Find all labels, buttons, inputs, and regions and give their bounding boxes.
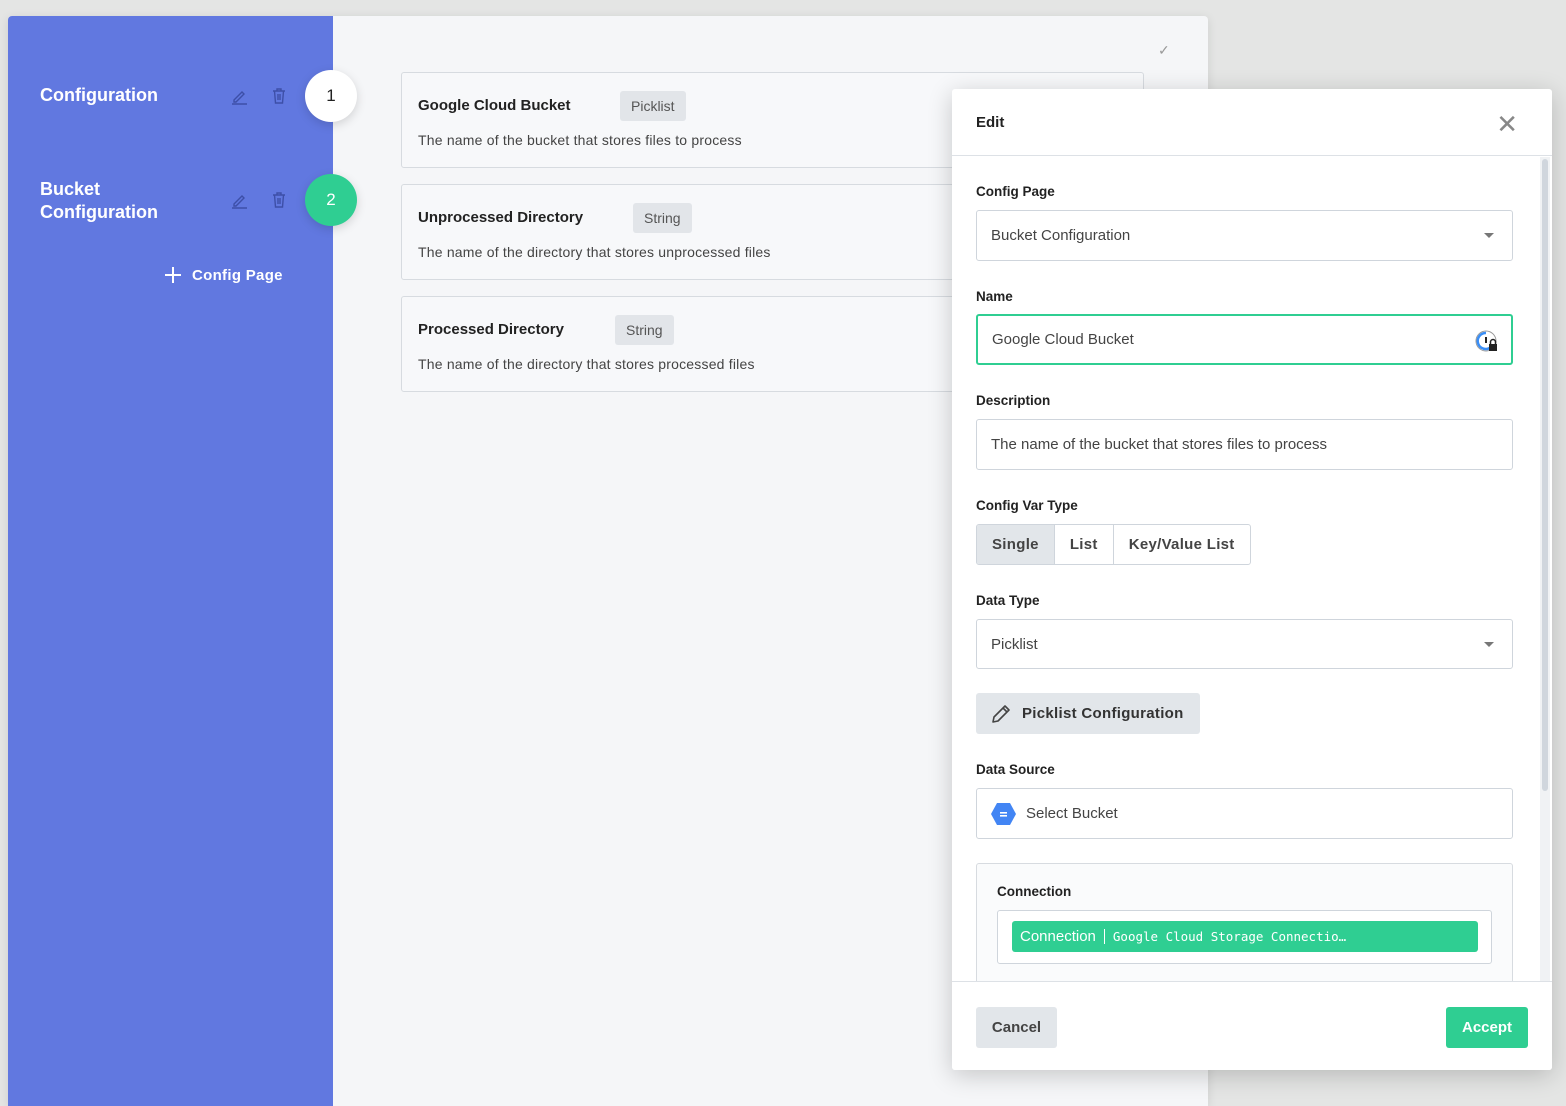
picklist-configuration-button[interactable]: Picklist Configuration [976,693,1200,734]
card-description: The name of the directory that stores pr… [418,356,755,372]
plus-icon [165,267,181,283]
connection-section: Connection Connection Google Cloud Storag… [976,863,1513,1003]
pencil-icon [992,704,1010,723]
name-value: Google Cloud Bucket [992,331,1134,348]
card-description: The name of the directory that stores un… [418,244,771,260]
card-description: The name of the bucket that stores files… [418,132,742,148]
data-type-select[interactable]: Picklist [976,619,1513,669]
name-input[interactable]: Google Cloud Bucket [976,314,1513,365]
picklist-configuration-label: Picklist Configuration [1022,705,1184,722]
cancel-button[interactable]: Cancel [976,1007,1057,1048]
add-config-page-button[interactable]: Config Page [164,266,283,284]
connection-chip-value: Google Cloud Storage Connectio… [1103,929,1346,944]
connection-chip[interactable]: Connection Google Cloud Storage Connectio… [1012,921,1478,952]
config-page-label: Config Page [976,184,1055,199]
var-type-key-value-list[interactable]: Key/Value List [1112,525,1250,564]
check-icon[interactable]: ✓ [1158,42,1170,58]
add-config-page-label: Config Page [192,266,283,284]
name-label: Name [976,289,1013,304]
type-badge: String [615,315,674,345]
data-type-label: Data Type [976,593,1040,608]
close-icon[interactable]: ✕ [1496,109,1518,139]
step-badge-1: 1 [305,70,357,122]
data-source-select[interactable]: Select Bucket [976,788,1513,839]
config-var-type-label: Config Var Type [976,498,1078,513]
modal-footer: Cancel Accept [952,981,1552,1070]
type-badge: Picklist [620,91,686,121]
modal-title: Edit [952,89,1552,156]
edit-icon[interactable] [230,191,248,209]
sidebar-page-configuration[interactable]: Configuration [40,85,158,105]
connection-input[interactable]: Connection Google Cloud Storage Connectio… [997,910,1492,964]
config-page-value: Bucket Configuration [991,227,1131,244]
config-page-select[interactable]: Bucket Configuration [976,210,1513,261]
data-source-value: Select Bucket [1026,805,1118,822]
connection-label: Connection [997,884,1072,899]
var-type-list[interactable]: List [1053,525,1113,564]
scrollbar-thumb[interactable] [1542,159,1548,791]
edit-modal: Edit ✕ Config Page Bucket Configuration … [952,89,1552,1070]
step-badge-2: 2 [305,174,357,226]
data-source-label: Data Source [976,762,1055,777]
config-var-type-toggle: Single List Key/Value List [976,524,1251,565]
sidebar-page-bucket-configuration[interactable]: Bucket Configuration [40,179,158,222]
card-title: Unprocessed Directory [418,209,584,226]
trash-icon[interactable] [270,191,288,209]
google-cloud-storage-icon [991,802,1016,825]
var-type-single[interactable]: Single [977,525,1054,564]
caret-down-icon [1484,642,1494,652]
modal-scrollbar[interactable] [1540,157,1550,981]
caret-down-icon [1484,233,1494,243]
edit-icon[interactable] [230,87,248,105]
accept-button[interactable]: Accept [1446,1007,1528,1048]
connection-chip-label: Connection [1020,928,1096,945]
type-badge: String [633,203,692,233]
trash-icon[interactable] [270,87,288,105]
card-title: Processed Directory [418,321,564,338]
data-type-value: Picklist [991,635,1038,653]
description-input[interactable]: The name of the bucket that stores files… [976,419,1513,470]
card-title: Google Cloud Bucket [418,97,571,114]
description-label: Description [976,393,1051,408]
password-manager-icon[interactable] [1475,330,1501,354]
sidebar: Configuration 1 Bucket Configuration 2 C… [8,16,357,1106]
